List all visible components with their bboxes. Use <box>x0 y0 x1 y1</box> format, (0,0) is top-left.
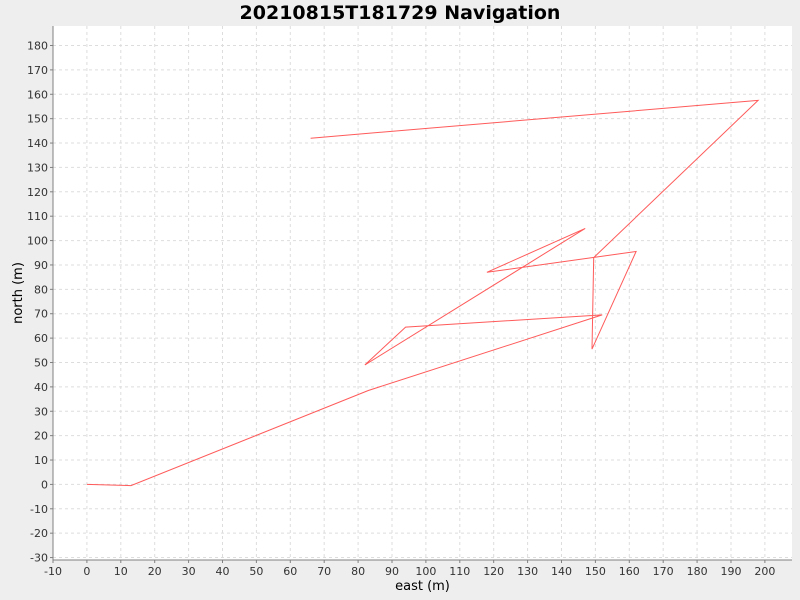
x-tick-label: 180 <box>687 565 708 578</box>
x-tick-label: 110 <box>449 565 470 578</box>
y-tick-label: 80 <box>34 283 48 296</box>
plot-area <box>53 26 792 560</box>
x-tick-label: 100 <box>415 565 436 578</box>
x-tick-label: 200 <box>754 565 775 578</box>
x-tick-label: 160 <box>619 565 640 578</box>
x-tick-label: 50 <box>249 565 263 578</box>
x-tick-label: -10 <box>44 565 62 578</box>
x-tick-label: 80 <box>351 565 365 578</box>
y-axis-label: north (m) <box>11 262 26 324</box>
x-tick-label: 40 <box>215 565 229 578</box>
x-axis-label: east (m) <box>395 579 450 594</box>
axes: -10 0 10 20 30 40 50 60 70 80 90 100 110 120 130 140 150… <box>27 26 792 578</box>
y-tick-label: 60 <box>34 332 48 345</box>
series-line <box>86 99 760 487</box>
x-tick-label: 90 <box>385 565 399 578</box>
y-tick-label: 10 <box>34 454 48 467</box>
x-tick-label: 170 <box>653 565 674 578</box>
x-tick-label: 140 <box>551 565 572 578</box>
y-tick-label: 40 <box>34 381 48 394</box>
y-tick-label: 100 <box>27 235 48 248</box>
y-tick-label: 70 <box>34 308 48 321</box>
y-tick-label: 30 <box>34 405 48 418</box>
chart-title: 20210815T181729 Navigation <box>239 2 561 24</box>
y-tick-label: -20 <box>30 527 48 540</box>
x-tick-label: 60 <box>283 565 297 578</box>
x-tick-label: 20 <box>148 565 162 578</box>
y-tick-label: 150 <box>27 113 48 126</box>
x-tick-label: 130 <box>517 565 538 578</box>
y-tick-label: 50 <box>34 356 48 369</box>
y-tick-label: 130 <box>27 161 48 174</box>
y-tick-label: 110 <box>27 210 48 223</box>
x-tick-label: 150 <box>585 565 606 578</box>
y-tick-label: 170 <box>27 64 48 77</box>
x-tick-label: 0 <box>83 565 90 578</box>
x-tick-label: 120 <box>483 565 504 578</box>
y-tick-label: 120 <box>27 186 48 199</box>
x-tick-label: 30 <box>182 565 196 578</box>
x-tick-label: 70 <box>317 565 331 578</box>
series-layer <box>86 99 760 487</box>
y-tick-label: 0 <box>41 478 48 491</box>
grid <box>52 26 792 560</box>
y-tick-label: -30 <box>30 552 48 565</box>
y-tick-label: 180 <box>27 40 48 53</box>
y-tick-label: 90 <box>34 259 48 272</box>
x-tick-label: 10 <box>114 565 128 578</box>
y-tick-label: 140 <box>27 137 48 150</box>
y-tick-label: 20 <box>34 430 48 443</box>
y-tick-label: -10 <box>30 503 48 516</box>
y-tick-label: 160 <box>27 88 48 101</box>
x-tick-label: 190 <box>720 565 741 578</box>
